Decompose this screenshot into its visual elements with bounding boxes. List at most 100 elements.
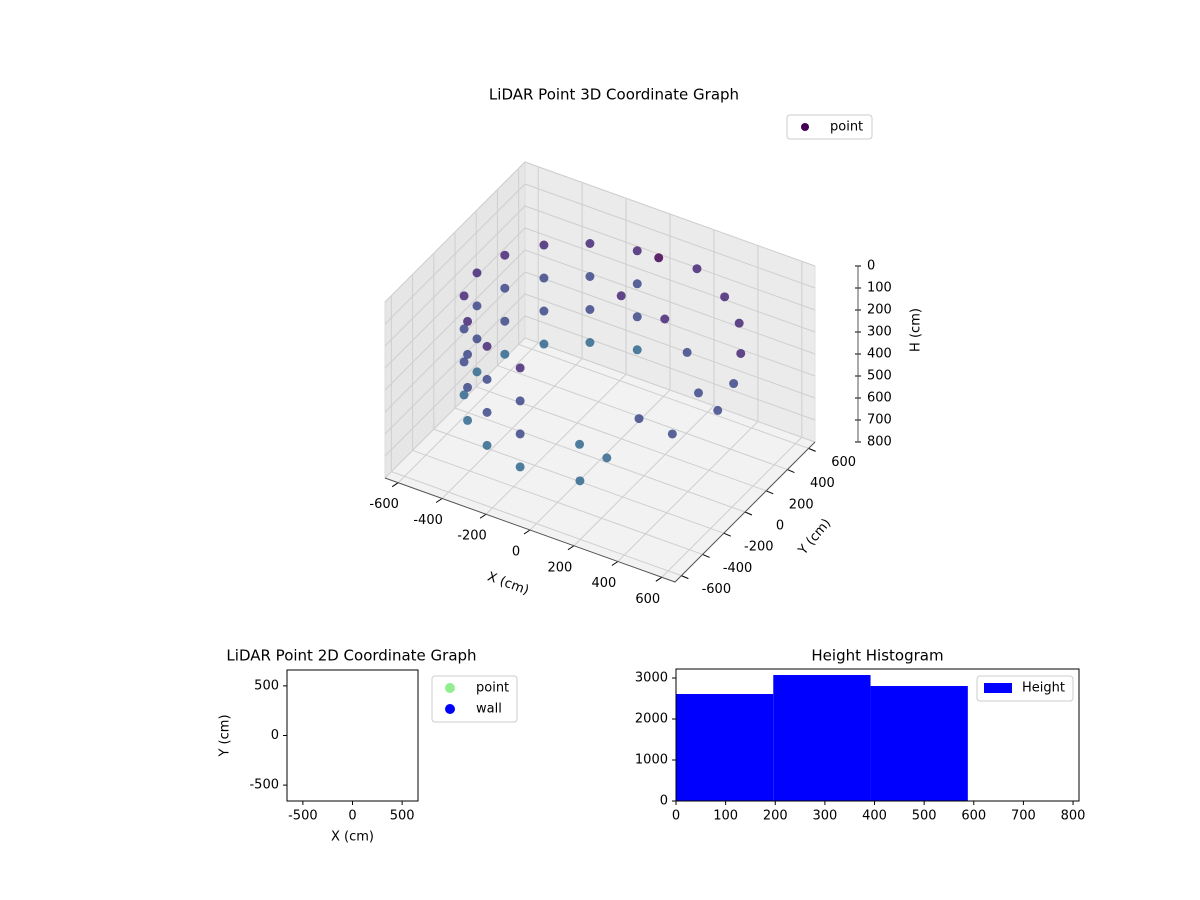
- x-tick-label: -400: [413, 513, 443, 528]
- x-tick-label: 600: [635, 592, 660, 607]
- y-tick-label: 0: [776, 519, 784, 534]
- legend-label: point: [476, 681, 509, 696]
- point: [459, 390, 469, 400]
- point: [463, 349, 473, 359]
- point: [539, 339, 549, 349]
- y-tick-label: 2000: [635, 712, 668, 727]
- y-tick-label: -200: [744, 540, 774, 555]
- tick-mark: [766, 490, 774, 495]
- point: [713, 405, 723, 415]
- point: [482, 440, 492, 450]
- bar: [773, 675, 871, 801]
- x-tick-label: -500: [288, 809, 318, 824]
- point: [632, 312, 642, 322]
- point: [634, 414, 644, 424]
- x-tick-label: 0: [672, 809, 680, 824]
- point: [482, 341, 492, 351]
- point: [654, 253, 664, 263]
- point: [482, 407, 492, 417]
- z-tick-label: 700: [867, 413, 892, 428]
- grid-line: [384, 161, 816, 303]
- legend-marker: [801, 123, 809, 131]
- point: [515, 363, 525, 373]
- point: [515, 462, 525, 472]
- point: [632, 279, 642, 289]
- point: [472, 334, 482, 344]
- tick-mark: [435, 498, 443, 503]
- point: [585, 305, 595, 314]
- grid-line: [384, 293, 816, 435]
- tick-mark: [611, 561, 619, 566]
- x-tick-label: 400: [591, 576, 616, 591]
- tick-mark: [655, 576, 663, 582]
- grid-line: [384, 271, 816, 413]
- y-tick-label: -500: [249, 778, 279, 793]
- x-tick-label: 400: [862, 809, 887, 824]
- x-tick-label: -200: [457, 529, 487, 544]
- point: [459, 324, 469, 334]
- y-tick-label: 0: [660, 794, 668, 809]
- bar: [676, 694, 774, 801]
- point: [463, 415, 473, 425]
- x-tick-label: 0: [512, 545, 520, 560]
- chart-title: Height Histogram: [811, 647, 943, 665]
- z-axis-label: H (cm): [909, 308, 924, 352]
- tick-mark: [723, 532, 731, 537]
- x-tick-label: 0: [348, 809, 356, 824]
- point: [463, 382, 473, 392]
- y-tick-label: 400: [810, 476, 835, 491]
- x-axis-label: X (cm): [331, 830, 374, 845]
- grid-line: [384, 249, 816, 391]
- point: [500, 349, 510, 359]
- x-tick-label: 300: [812, 809, 837, 824]
- chart-title: LiDAR Point 2D Coordinate Graph: [226, 647, 476, 665]
- y-tick-label: 500: [254, 678, 279, 693]
- x-tick-label: 500: [390, 809, 415, 824]
- point: [472, 367, 482, 377]
- point: [660, 314, 670, 324]
- tick-mark: [523, 529, 531, 535]
- z-tick-label: 800: [867, 435, 892, 450]
- point: [734, 318, 744, 328]
- point: [482, 374, 492, 384]
- plot-mask: [0, 630, 428, 807]
- point: [667, 429, 677, 439]
- x-tick-label: -600: [369, 497, 399, 512]
- y-tick-label: 3000: [635, 671, 668, 686]
- z-tick-label: 500: [867, 369, 892, 384]
- point: [539, 240, 549, 250]
- point: [693, 388, 703, 398]
- point: [632, 246, 642, 256]
- tick-mark: [744, 511, 753, 516]
- legend-label: Height: [1022, 681, 1065, 696]
- grid-line: [384, 315, 816, 457]
- point: [515, 429, 525, 439]
- tick-mark: [787, 469, 795, 474]
- legend-box: [786, 114, 873, 140]
- y-axis-label: Y (cm): [218, 714, 233, 757]
- y-tick-label: 0: [271, 728, 279, 743]
- plot-bg: [287, 670, 418, 801]
- point: [472, 268, 482, 278]
- point: [692, 264, 702, 274]
- x-tick-label: 600: [961, 809, 986, 824]
- z-tick-label: 0: [867, 259, 875, 274]
- point: [472, 301, 482, 311]
- point: [616, 291, 626, 301]
- legend-label: point: [830, 120, 863, 135]
- point: [736, 348, 746, 358]
- point: [632, 345, 642, 355]
- tick-mark: [567, 545, 575, 551]
- point: [575, 476, 585, 486]
- tick-mark: [681, 575, 689, 580]
- tick-mark: [391, 482, 399, 488]
- z-tick-label: 200: [867, 303, 892, 318]
- tick-mark: [702, 553, 710, 558]
- point: [729, 379, 739, 389]
- x-tick-label: 100: [713, 809, 738, 824]
- y-tick-label: 1000: [635, 753, 668, 768]
- bar: [870, 686, 968, 801]
- point: [585, 338, 595, 347]
- point: [602, 453, 612, 463]
